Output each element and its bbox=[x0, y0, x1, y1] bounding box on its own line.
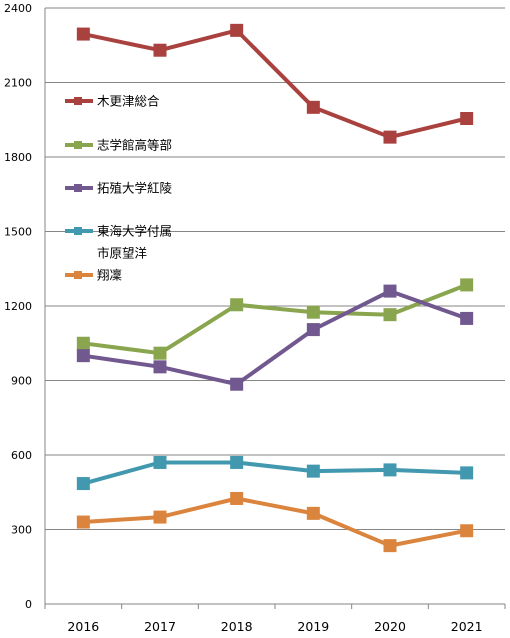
legend-label-line: 東海大学付属 bbox=[97, 224, 172, 239]
data-point bbox=[306, 323, 320, 337]
series-line-0 bbox=[82, 28, 468, 140]
data-point bbox=[306, 305, 320, 319]
data-point bbox=[153, 360, 167, 374]
data-point bbox=[230, 491, 244, 505]
data-point bbox=[230, 455, 244, 469]
legend-swatch-marker bbox=[74, 184, 82, 192]
data-point bbox=[76, 27, 90, 41]
data-point bbox=[383, 539, 397, 553]
y-tick-label: 1200 bbox=[4, 300, 32, 313]
data-point bbox=[230, 377, 244, 391]
series-line-2 bbox=[83, 289, 468, 387]
legend-label: 志学館高等部 bbox=[97, 138, 172, 153]
legend-label-line: 市原望洋 bbox=[97, 246, 147, 261]
data-point bbox=[383, 463, 397, 477]
series-line-1 bbox=[83, 283, 468, 356]
data-point bbox=[76, 515, 90, 529]
x-tick-label: 2019 bbox=[297, 619, 329, 634]
data-point bbox=[153, 455, 167, 469]
y-tick-label: 2400 bbox=[4, 2, 32, 15]
y-tick-label: 600 bbox=[11, 449, 32, 462]
y-tick-label: 300 bbox=[11, 524, 32, 537]
data-point bbox=[383, 130, 397, 144]
data-point bbox=[383, 284, 397, 298]
data-point bbox=[306, 464, 320, 478]
legend-swatch-marker bbox=[74, 141, 82, 149]
legend-swatch-marker bbox=[74, 97, 82, 105]
data-point bbox=[230, 298, 244, 312]
legend-label: 東海大学付属市原望洋 bbox=[97, 224, 172, 261]
x-tick-label: 2020 bbox=[374, 619, 406, 634]
data-point bbox=[306, 100, 320, 114]
data-point bbox=[76, 336, 90, 350]
data-point bbox=[460, 278, 474, 292]
x-tick-label: 2017 bbox=[144, 619, 176, 634]
data-point bbox=[460, 524, 474, 538]
data-point bbox=[153, 510, 167, 524]
legend-label: 翔凜 bbox=[97, 268, 122, 283]
legend-label: 拓殖大学紅陵 bbox=[97, 181, 173, 196]
data-point bbox=[460, 466, 474, 480]
x-tick-label: 2018 bbox=[221, 619, 253, 634]
series-line-4 bbox=[83, 496, 468, 548]
legend-swatch-marker bbox=[74, 271, 82, 279]
series-line-3 bbox=[82, 460, 467, 486]
y-tick-label: 0 bbox=[25, 598, 32, 611]
data-point bbox=[383, 308, 397, 322]
y-tick-label: 900 bbox=[11, 375, 32, 388]
data-point bbox=[230, 23, 244, 37]
data-point bbox=[306, 506, 320, 520]
data-point bbox=[153, 43, 167, 57]
data-point bbox=[460, 112, 474, 126]
data-point bbox=[76, 349, 90, 363]
data-point bbox=[460, 311, 474, 325]
y-tick-label: 1800 bbox=[4, 151, 32, 164]
y-tick-label: 1500 bbox=[4, 226, 32, 239]
y-tick-label: 2100 bbox=[4, 77, 32, 90]
data-point bbox=[76, 477, 90, 491]
x-tick-label: 2016 bbox=[67, 619, 99, 634]
x-tick-label: 2021 bbox=[451, 619, 483, 634]
legend-label: 木更津総合 bbox=[97, 94, 160, 109]
data-point bbox=[153, 346, 167, 360]
legend-swatch-marker bbox=[74, 227, 82, 235]
